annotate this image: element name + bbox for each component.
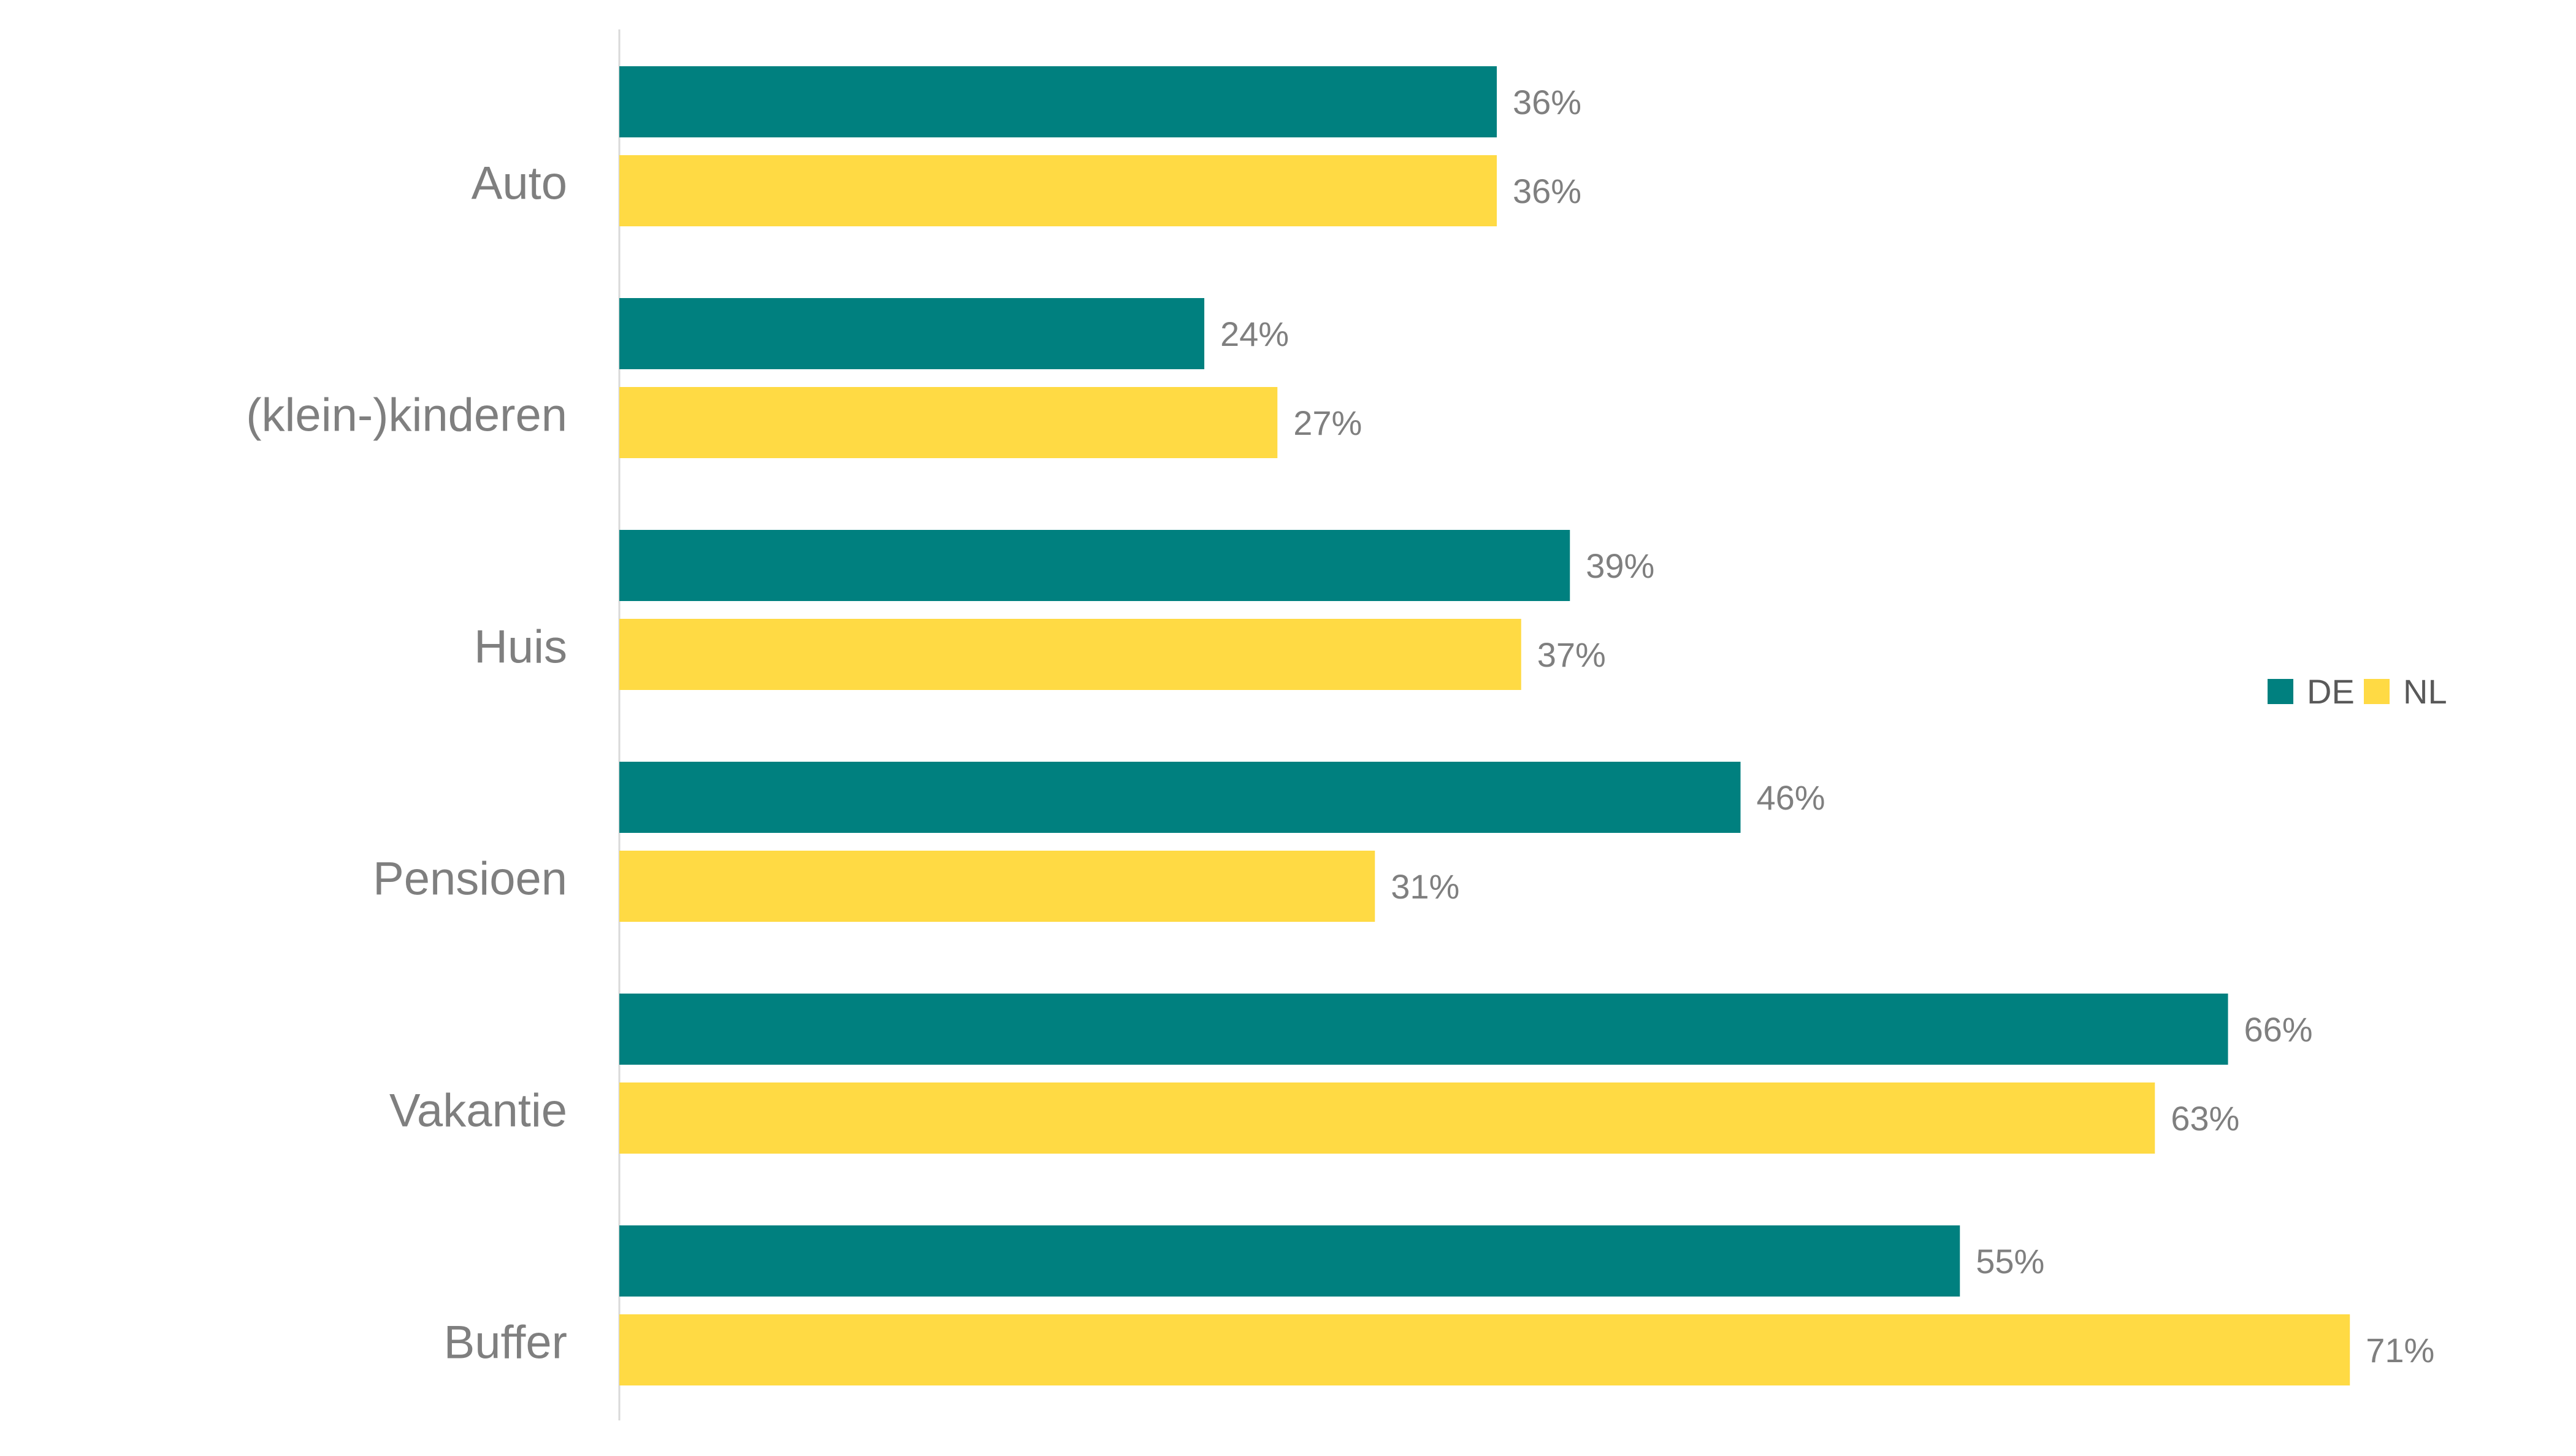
bar-nl (619, 619, 1521, 690)
category-label: (klein-)kinderen (246, 389, 567, 442)
data-label: 39% (1586, 546, 1654, 585)
legend-label: DE (2307, 672, 2355, 711)
bar-de (619, 530, 1570, 601)
legend-swatch-de (2268, 679, 2293, 704)
data-label: 66% (2244, 1010, 2313, 1049)
data-label: 37% (1537, 635, 1606, 674)
bar-de (619, 994, 2228, 1065)
legend: DE NL (2268, 672, 2447, 711)
bar-nl (619, 851, 1375, 922)
data-label: 36% (1513, 83, 1581, 121)
data-label: 71% (2366, 1331, 2434, 1370)
bar-de (619, 1225, 1960, 1297)
bar-nl (619, 155, 1497, 226)
legend-label: NL (2403, 672, 2447, 711)
data-label: 36% (1513, 172, 1581, 210)
data-label: 55% (1976, 1242, 2044, 1281)
bar-de (619, 298, 1204, 369)
legend-swatch-nl (2364, 679, 2390, 704)
data-label: 46% (1757, 778, 1825, 817)
data-label: 31% (1391, 867, 1459, 906)
category-label: Huis (474, 621, 567, 673)
data-label: 24% (1220, 315, 1289, 353)
data-label: 27% (1293, 404, 1362, 442)
category-label: Pensioen (373, 853, 567, 905)
bar-nl (619, 1082, 2155, 1154)
bar-nl (619, 387, 1278, 458)
data-label: 63% (2171, 1099, 2239, 1138)
bar-de (619, 762, 1741, 833)
bar-de (619, 66, 1497, 137)
category-label: Buffer (444, 1317, 567, 1369)
bar-nl (619, 1314, 2350, 1385)
category-label: Vakantie (389, 1085, 567, 1137)
category-label: Auto (472, 158, 567, 210)
